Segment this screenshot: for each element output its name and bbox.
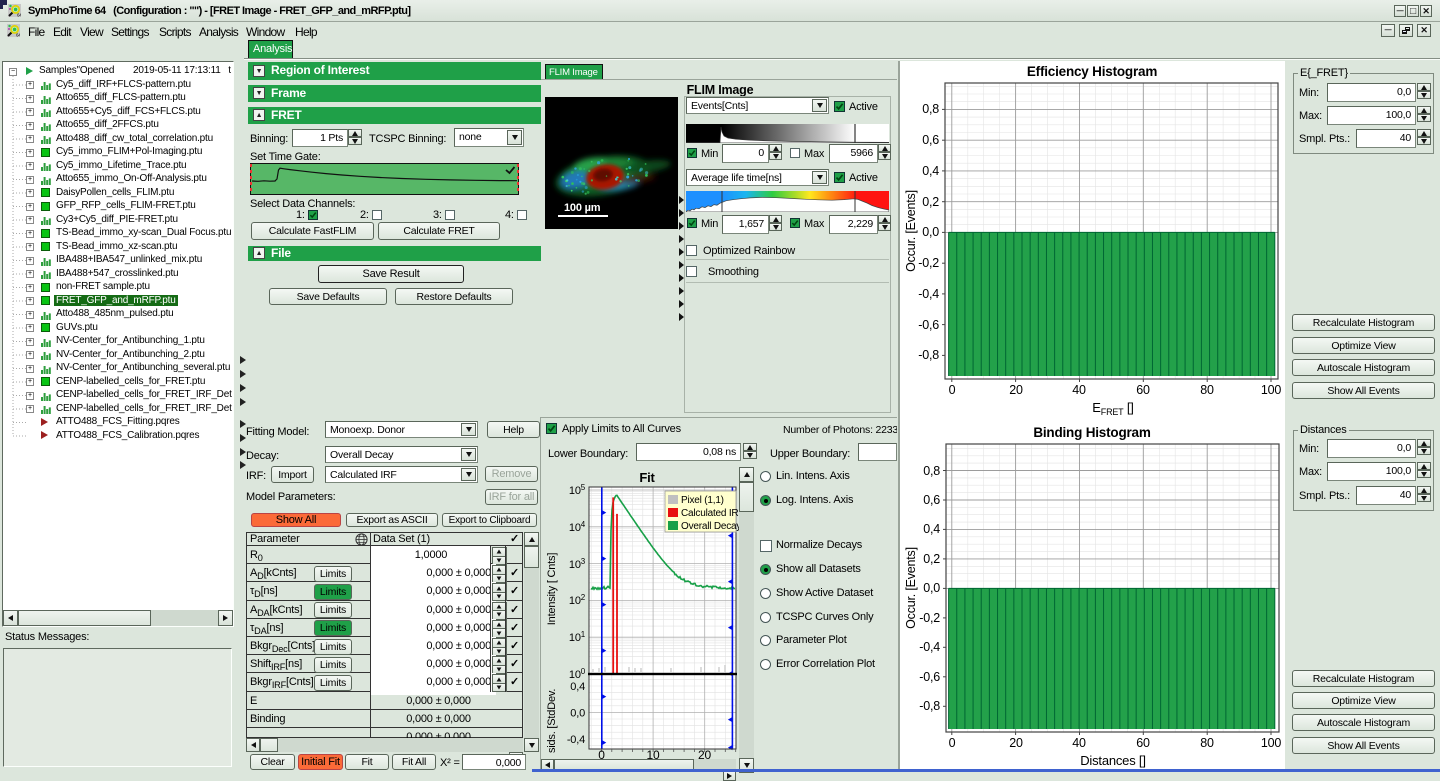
svg-text:0,4: 0,4 <box>923 522 940 536</box>
svg-text:101: 101 <box>569 630 586 644</box>
svg-text:104: 104 <box>569 520 586 534</box>
svg-text:80: 80 <box>1200 383 1214 397</box>
svg-text:Intensity [ Cnts]: Intensity [ Cnts] <box>546 553 558 626</box>
svg-text:0,8: 0,8 <box>922 102 939 116</box>
svg-text:10: 10 <box>647 748 660 762</box>
svg-text:0: 0 <box>949 383 956 397</box>
svg-text:103: 103 <box>569 557 586 571</box>
svg-text:Pixel (1,1): Pixel (1,1) <box>681 495 724 506</box>
svg-text:20: 20 <box>698 748 711 762</box>
svg-text:60: 60 <box>1136 736 1150 750</box>
svg-text:0,4: 0,4 <box>570 681 585 693</box>
svg-text:-0,6: -0,6 <box>919 670 940 684</box>
svg-text:Distances []: Distances [] <box>1080 753 1146 768</box>
svg-text:0,2: 0,2 <box>923 552 940 566</box>
svg-text:40: 40 <box>1072 736 1086 750</box>
svg-text:100: 100 <box>1261 383 1282 397</box>
svg-text:Overall Decay: Overall Decay <box>681 521 741 532</box>
svg-text:Binding Histogram: Binding Histogram <box>1033 425 1151 440</box>
svg-text:-0,4: -0,4 <box>567 734 585 746</box>
svg-text:Calculated IRF: Calculated IRF <box>681 508 744 519</box>
svg-text:-0,8: -0,8 <box>918 348 939 362</box>
svg-text:0,0: 0,0 <box>923 581 940 595</box>
svg-text:20: 20 <box>1009 736 1023 750</box>
svg-text:102: 102 <box>569 593 586 607</box>
svg-text:-0,4: -0,4 <box>919 640 940 654</box>
svg-text:100: 100 <box>569 667 586 681</box>
svg-text:Occur. [Events]: Occur. [Events] <box>904 190 918 272</box>
svg-text:sids. [StdDev.: sids. [StdDev. <box>546 686 558 753</box>
svg-text:EFRET []: EFRET [] <box>1092 400 1133 417</box>
svg-text:0,4: 0,4 <box>922 164 939 178</box>
svg-text:Efficiency Histogram: Efficiency Histogram <box>1027 64 1157 79</box>
svg-text:0: 0 <box>949 736 956 750</box>
svg-text:20: 20 <box>1009 383 1023 397</box>
svg-text:0: 0 <box>598 748 605 762</box>
svg-text:100: 100 <box>1261 736 1282 750</box>
svg-text:-0,4: -0,4 <box>918 287 939 301</box>
svg-text:-0,2: -0,2 <box>919 611 940 625</box>
svg-text:Fit: Fit <box>639 470 655 485</box>
svg-text:-0,6: -0,6 <box>918 318 939 332</box>
svg-text:-0,2: -0,2 <box>918 256 939 270</box>
svg-text:100 µm: 100 µm <box>564 202 601 214</box>
svg-text:0,0: 0,0 <box>922 225 939 239</box>
svg-text:0,6: 0,6 <box>923 493 940 507</box>
svg-text:105: 105 <box>569 483 586 497</box>
svg-text:80: 80 <box>1200 736 1214 750</box>
svg-text:Occur. [Events]: Occur. [Events] <box>904 547 918 629</box>
svg-text:60: 60 <box>1136 383 1150 397</box>
svg-text:0,2: 0,2 <box>922 195 939 209</box>
svg-text:0,0: 0,0 <box>570 707 585 719</box>
svg-text:0,8: 0,8 <box>923 464 940 478</box>
svg-text:0,6: 0,6 <box>922 133 939 147</box>
svg-text:40: 40 <box>1072 383 1086 397</box>
svg-text:-0,8: -0,8 <box>919 699 940 713</box>
svg-text:64: 64 <box>17 13 21 18</box>
svg-text:64: 64 <box>16 33 20 38</box>
